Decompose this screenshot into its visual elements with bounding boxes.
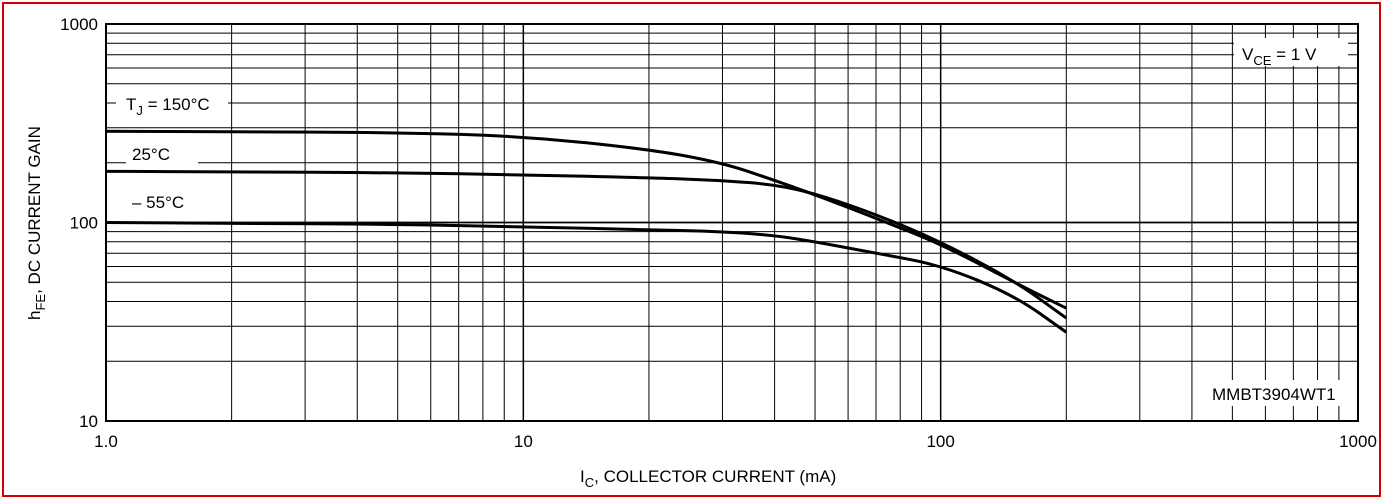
x-tick-label: 10: [514, 432, 533, 451]
x-tick-label: 1000: [1339, 432, 1377, 451]
y-tick-label: 10: [79, 412, 98, 431]
xlabel-rest: , COLLECTOR CURRENT (mA): [594, 467, 836, 486]
x-tick-label: 100: [926, 432, 954, 451]
y-tick-label: 1000: [60, 15, 98, 34]
tj-main: T: [126, 95, 136, 114]
condition-sub: CE: [1253, 53, 1271, 68]
curve-1: [106, 171, 1066, 318]
curve-2: [106, 223, 1066, 333]
part-number: MMBT3904WT1: [1212, 385, 1336, 404]
y-tick-label: 100: [70, 214, 98, 233]
curve-0: [106, 131, 1066, 308]
ylabel-sub: FE: [33, 294, 48, 311]
x-axis-title: IC, COLLECTOR CURRENT (mA): [580, 467, 836, 490]
label-m55: – 55°C: [132, 193, 184, 212]
y-axis-title: hFE, DC CURRENT GAIN: [25, 126, 48, 320]
ylabel-main: h: [25, 311, 44, 320]
tj-rest: = 150°C: [143, 95, 210, 114]
condition-rest: = 1 V: [1271, 45, 1317, 64]
ylabel-rest: , DC CURRENT GAIN: [25, 126, 44, 294]
xlabel-sub: C: [585, 475, 594, 490]
condition-main: V: [1242, 45, 1254, 64]
x-tick-label: 1.0: [94, 432, 118, 451]
label-25: 25°C: [132, 145, 170, 164]
